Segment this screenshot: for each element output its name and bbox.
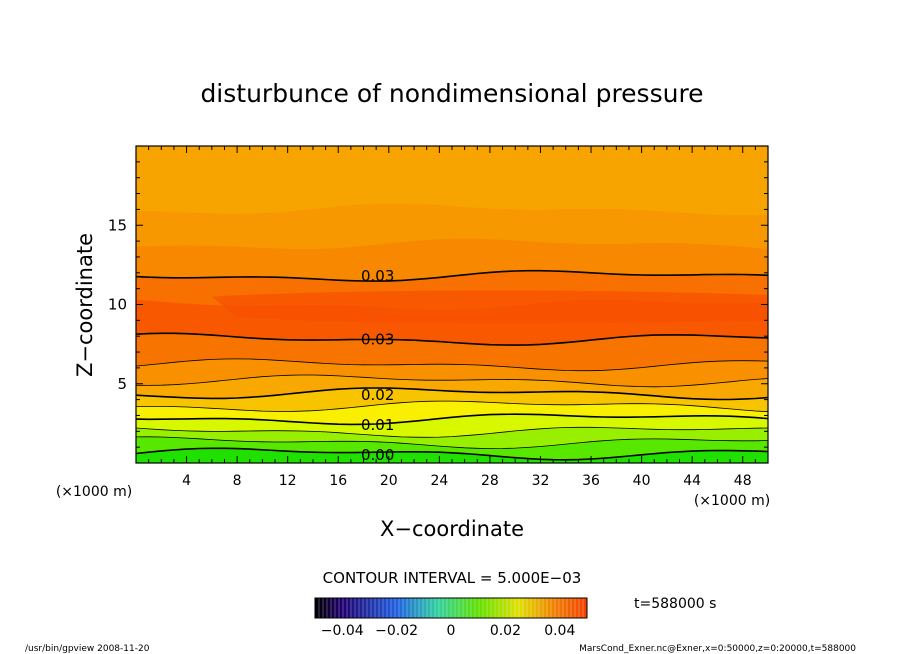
contour-line bbox=[136, 400, 768, 413]
contour-plot-area: 0.030.030.020.010.00 4 8 12 16 20 24 28 32 36 40 4… bbox=[108, 145, 769, 489]
x-tick-label: 28 bbox=[481, 473, 499, 489]
y-tick-label: 5 bbox=[117, 375, 127, 393]
chart-title: disturbunce of nondimensional pressure bbox=[200, 79, 703, 108]
x-axis-label: X−coordinate bbox=[380, 517, 524, 541]
contour-line bbox=[136, 269, 768, 282]
contour-line bbox=[136, 436, 768, 450]
x-axis-ticks: 4 8 12 16 20 24 28 32 36 40 44 48 bbox=[135, 146, 769, 489]
contour-label: 0.03 bbox=[361, 330, 394, 348]
colorbar-tick-label: 0.04 bbox=[544, 623, 575, 639]
y-axis-ticks: 5 10 15 bbox=[108, 145, 768, 464]
footer-left: /usr/bin/gpview 2008-11-20 bbox=[25, 644, 150, 654]
colorbar-tick-label: −0.04 bbox=[321, 623, 364, 639]
contour-interval-label: CONTOUR INTERVAL = 5.000E−03 bbox=[323, 569, 582, 587]
contour-line bbox=[136, 387, 768, 401]
y-tick-label: 15 bbox=[108, 216, 127, 234]
contour-lines bbox=[136, 269, 768, 461]
time-label: t=588000 s bbox=[634, 596, 716, 612]
x-tick-label: 44 bbox=[683, 473, 701, 489]
x-tick-label: 32 bbox=[532, 473, 550, 489]
colorbar-tick-label: 0 bbox=[447, 623, 456, 639]
x-tick-label: 12 bbox=[279, 473, 297, 489]
contour-line bbox=[136, 426, 768, 438]
x-unit-right: (×1000 m) bbox=[694, 493, 770, 509]
x-tick-label: 8 bbox=[233, 473, 242, 489]
contour-label: 0.02 bbox=[361, 386, 394, 404]
x-tick-label: 24 bbox=[430, 473, 448, 489]
filled-contour-bands bbox=[136, 146, 768, 463]
contour-labels: 0.03 0.03 0.02 0.01 0.00 bbox=[361, 267, 394, 464]
colorbar-stripes bbox=[318, 598, 584, 618]
contour-label: 0.03 bbox=[361, 267, 394, 285]
x-tick-label: 4 bbox=[182, 473, 191, 489]
footer-right: MarsCond_Exner.nc@Exner,x=0:50000,z=0:20… bbox=[579, 644, 856, 654]
x-tick-label: 16 bbox=[329, 473, 347, 489]
y-axis-label: Z−coordinate bbox=[73, 233, 97, 377]
colorbar: −0.04 −0.02 0 0.02 0.04 bbox=[314, 597, 588, 639]
contour-line bbox=[136, 358, 768, 372]
contour-label: 0.00 bbox=[361, 446, 394, 464]
contour-line bbox=[136, 332, 768, 346]
x-tick-label: 48 bbox=[734, 473, 752, 489]
x-tick-label: 20 bbox=[380, 473, 398, 489]
x-unit-left: (×1000 m) bbox=[56, 484, 132, 500]
contour-label: 0.01 bbox=[361, 416, 394, 434]
contour-line bbox=[136, 374, 768, 388]
x-tick-label: 36 bbox=[582, 473, 600, 489]
contour-line bbox=[136, 413, 768, 426]
colorbar-tick-labels: −0.04 −0.02 0 0.02 0.04 bbox=[321, 623, 576, 639]
colorbar-tick-label: 0.02 bbox=[490, 623, 521, 639]
colorbar-tick-label: −0.02 bbox=[375, 623, 418, 639]
contour-band bbox=[211, 290, 768, 324]
contour-line bbox=[136, 447, 768, 461]
x-tick-label: 40 bbox=[633, 473, 651, 489]
contour-band bbox=[136, 146, 768, 176]
y-tick-label: 10 bbox=[108, 296, 127, 314]
